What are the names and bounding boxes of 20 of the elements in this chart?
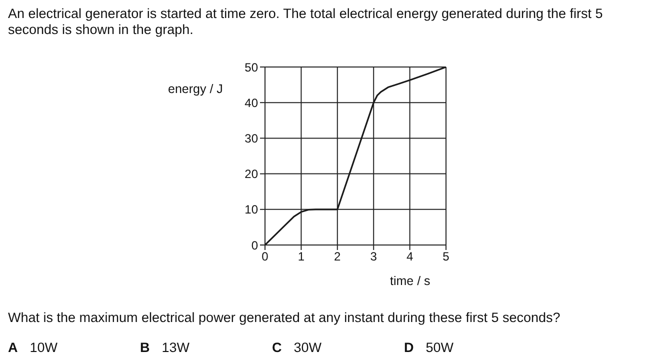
text: What is the maximum electrical power generated at any instant during these first 5 seconds? (8, 310, 560, 325)
x-tick-label: 4 (406, 250, 414, 264)
x-tick-label: 2 (334, 250, 342, 264)
y-tick-label: 0 (251, 238, 258, 252)
y-tick-label: 20 (244, 167, 258, 182)
y-tick-label: 30 (244, 131, 258, 146)
text: B 13W (140, 340, 190, 355)
y-tick-label: 10 (244, 202, 258, 217)
x-tick-label: 5 (442, 250, 450, 264)
text: C 30W (272, 340, 322, 355)
text: D 50W (404, 340, 454, 355)
chart-title: An electrical generator is started at time zero. The total electrical energy generated during the first 5 seconds is shown in the graph. (8, 6, 604, 38)
x-tick-label: 3 (370, 250, 378, 264)
x-tick-label: 1 (298, 250, 305, 264)
y-axis-title: energy / J (168, 82, 223, 96)
text: A 10W (8, 340, 58, 355)
x-axis-title: time / s (390, 274, 430, 288)
x-tick-label: 0 (262, 250, 269, 264)
y-tick-label: 50 (244, 60, 258, 74)
y-tick-label: 40 (244, 96, 258, 110)
